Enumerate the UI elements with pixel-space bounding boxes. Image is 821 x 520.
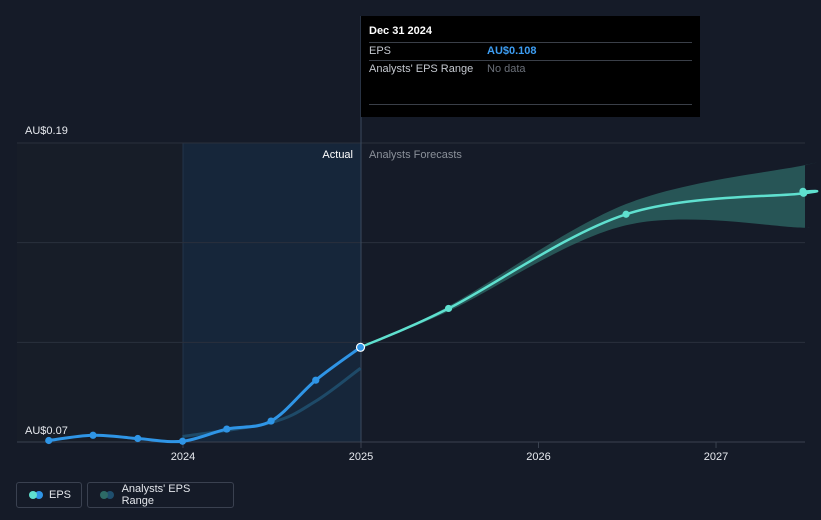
grid-lines	[17, 142, 805, 443]
forecast-range-band	[360, 162, 818, 348]
forecast-eps-end-point	[799, 187, 807, 195]
data-points	[45, 187, 808, 445]
actual-eps-line	[48, 346, 362, 444]
eps-point	[89, 431, 97, 439]
tooltip-eps-value: AU$0.108	[487, 45, 537, 57]
eps-legend-icon	[29, 491, 43, 499]
actual-label: Actual	[322, 149, 353, 161]
tooltip-row-eps: EPS AU$0.108	[369, 42, 692, 60]
eps-point	[223, 425, 231, 433]
y-axis-bottom-label: AU$0.07	[25, 425, 68, 437]
x-tick-label: 2026	[526, 451, 550, 463]
eps-point	[267, 417, 275, 425]
range-legend-icon	[100, 491, 116, 499]
forecast-eps-point	[622, 210, 630, 218]
legend-range-button[interactable]: Analysts' EPS Range	[87, 482, 234, 508]
actual-highlight-band	[183, 143, 361, 442]
x-tick-label: 2027	[704, 451, 728, 463]
tooltip-eps-label: EPS	[369, 45, 392, 57]
tooltip-date: Dec 31 2024	[369, 25, 432, 37]
x-tick-label: 2025	[349, 451, 373, 463]
tooltip-row-range: Analysts' EPS Range No data	[369, 60, 692, 78]
legend-eps-label: EPS	[48, 489, 71, 501]
y-axis-top-label: AU$0.19	[25, 125, 68, 137]
forecast-label: Analysts Forecasts	[369, 149, 462, 161]
eps-point	[45, 436, 53, 445]
tooltip-divider	[369, 104, 692, 105]
eps-point	[312, 376, 320, 384]
eps-point	[134, 434, 142, 443]
x-axis-ticks: 2024 2025 2026 2027	[171, 442, 728, 463]
legend-eps-button[interactable]: EPS	[16, 482, 82, 508]
tooltip-range-label: Analysts' EPS Range	[369, 63, 474, 75]
forecast-eps-point	[444, 304, 453, 313]
legend-range-label: Analysts' EPS Range	[121, 483, 191, 507]
eps-chart: Actual Analysts Forecasts AU$0.19 AU$0.0…	[17, 16, 819, 463]
tooltip: Dec 31 2024 EPS AU$0.108 Analysts' EPS R…	[361, 16, 700, 117]
eps-point	[178, 437, 187, 445]
eps-point-highlighted	[355, 342, 366, 352]
tooltip-range-value: No data	[487, 63, 526, 75]
x-tick-label: 2024	[171, 451, 195, 463]
